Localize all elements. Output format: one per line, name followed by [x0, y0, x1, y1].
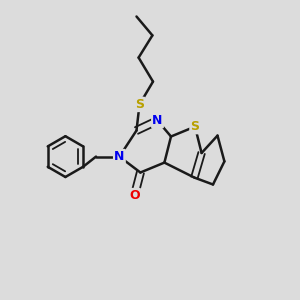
Text: O: O	[129, 189, 140, 202]
Text: S: S	[190, 120, 200, 133]
Text: N: N	[152, 114, 163, 127]
Text: S: S	[135, 98, 144, 111]
Text: N: N	[114, 150, 124, 163]
